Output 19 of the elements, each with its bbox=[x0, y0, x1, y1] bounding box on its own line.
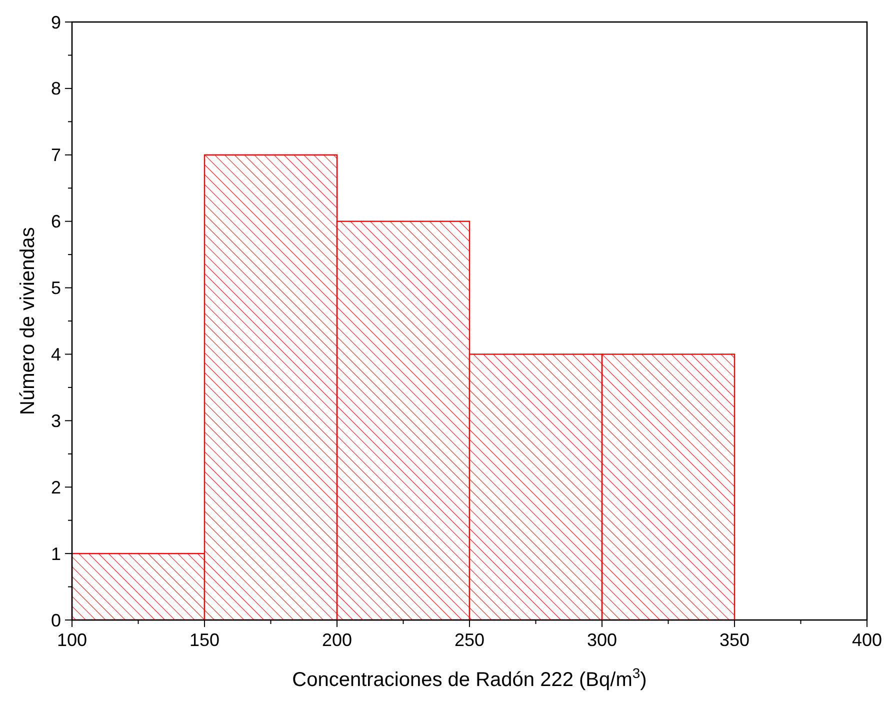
y-tick-label: 9 bbox=[50, 12, 61, 32]
y-tick-label: 0 bbox=[50, 610, 61, 630]
x-tick-label: 100 bbox=[56, 630, 88, 650]
y-tick-label: 2 bbox=[50, 477, 61, 498]
x-tick-label: 300 bbox=[586, 630, 618, 650]
x-tick-label: 350 bbox=[719, 630, 750, 650]
y-tick-label: 5 bbox=[50, 278, 61, 298]
y-tick-label: 3 bbox=[50, 410, 61, 431]
y-tick-label: 6 bbox=[50, 212, 61, 232]
y-tick-label: 1 bbox=[50, 544, 61, 564]
y-axis-title: Número de viviendas bbox=[17, 227, 39, 415]
y-tick-label: 7 bbox=[50, 145, 61, 166]
y-tick-label: 4 bbox=[50, 344, 61, 365]
x-tick-label: 150 bbox=[189, 630, 220, 650]
x-tick-label: 250 bbox=[454, 630, 485, 650]
x-tick-label: 400 bbox=[852, 630, 882, 650]
y-tick-label: 8 bbox=[50, 78, 61, 99]
x-axis-title: Concentraciones de Radón 222 (Bq/m$^{3}$) bbox=[292, 665, 647, 691]
x-tick-label: 200 bbox=[322, 630, 352, 650]
